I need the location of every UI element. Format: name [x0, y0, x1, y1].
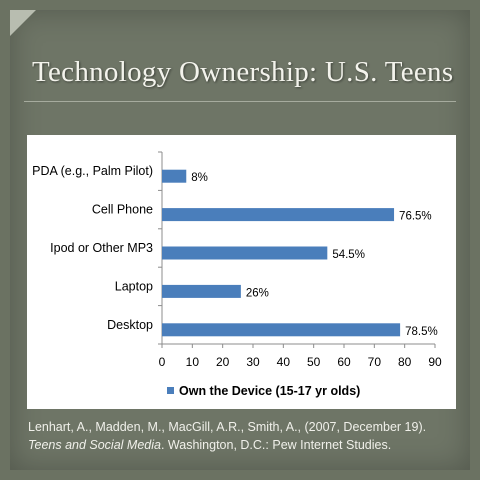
x-tick-label: 40	[277, 355, 291, 369]
legend-label: Own the Device (15-17 yr olds)	[179, 384, 360, 398]
citation-publisher: . Washington, D.C.: Pew Internet Studies…	[160, 438, 392, 452]
bar	[162, 284, 241, 298]
category-label: Cell Phone	[92, 203, 153, 217]
data-label: 8%	[191, 172, 208, 184]
legend-swatch	[167, 387, 174, 394]
data-label: 54.5%	[332, 249, 365, 261]
x-tick-label: 70	[368, 355, 382, 369]
citation: Lenhart, A., Madden, M., MacGill, A.R., …	[28, 418, 458, 454]
x-tick-label: 90	[428, 355, 442, 369]
slide-title: Technology Ownership: U.S. Teens	[32, 56, 454, 88]
chart-panel: 0 10 20 30 40 50 60 70 80 90 PDA (e.g., Palm Pilot…	[27, 135, 456, 409]
x-tick-label: 0	[159, 355, 166, 369]
category-label: Desktop	[107, 318, 153, 332]
bar	[162, 169, 187, 183]
x-tick-label: 10	[186, 355, 200, 369]
data-label: 26%	[246, 287, 269, 299]
bar-chart: 0 10 20 30 40 50 60 70 80 90 PDA (e.g., Palm Pilot…	[32, 151, 442, 398]
category-label: PDA (e.g., Palm Pilot)	[32, 164, 153, 178]
x-tick-label: 80	[398, 355, 412, 369]
title-divider	[24, 101, 456, 102]
x-tick-label: 20	[216, 355, 230, 369]
bar	[162, 208, 395, 222]
x-tick-label: 60	[337, 355, 351, 369]
category-label: Ipod or Other MP3	[50, 241, 153, 255]
bar	[162, 323, 401, 337]
data-label: 76.5%	[399, 211, 432, 223]
x-tick-label: 50	[307, 355, 321, 369]
x-tick-label: 30	[246, 355, 260, 369]
data-label: 78.5%	[405, 326, 438, 338]
corner-decoration	[10, 10, 36, 36]
citation-title: Teens and Social Media	[28, 438, 161, 452]
bar	[162, 246, 328, 260]
citation-text: Lenhart, A., Madden, M., MacGill, A.R., …	[28, 420, 427, 434]
category-label: Laptop	[115, 279, 153, 293]
